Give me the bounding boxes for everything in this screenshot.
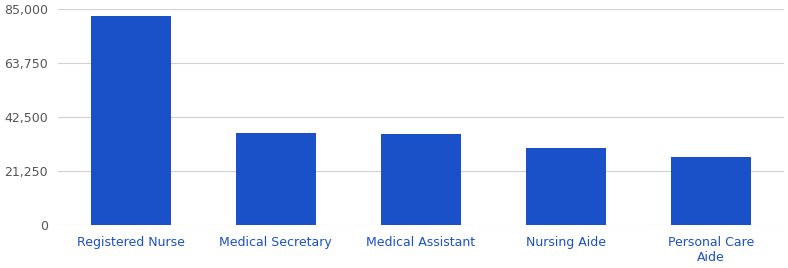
Bar	[526, 148, 606, 225]
Bar	[236, 133, 316, 225]
Bar	[91, 16, 171, 225]
Bar	[671, 157, 751, 225]
Bar	[381, 134, 461, 225]
